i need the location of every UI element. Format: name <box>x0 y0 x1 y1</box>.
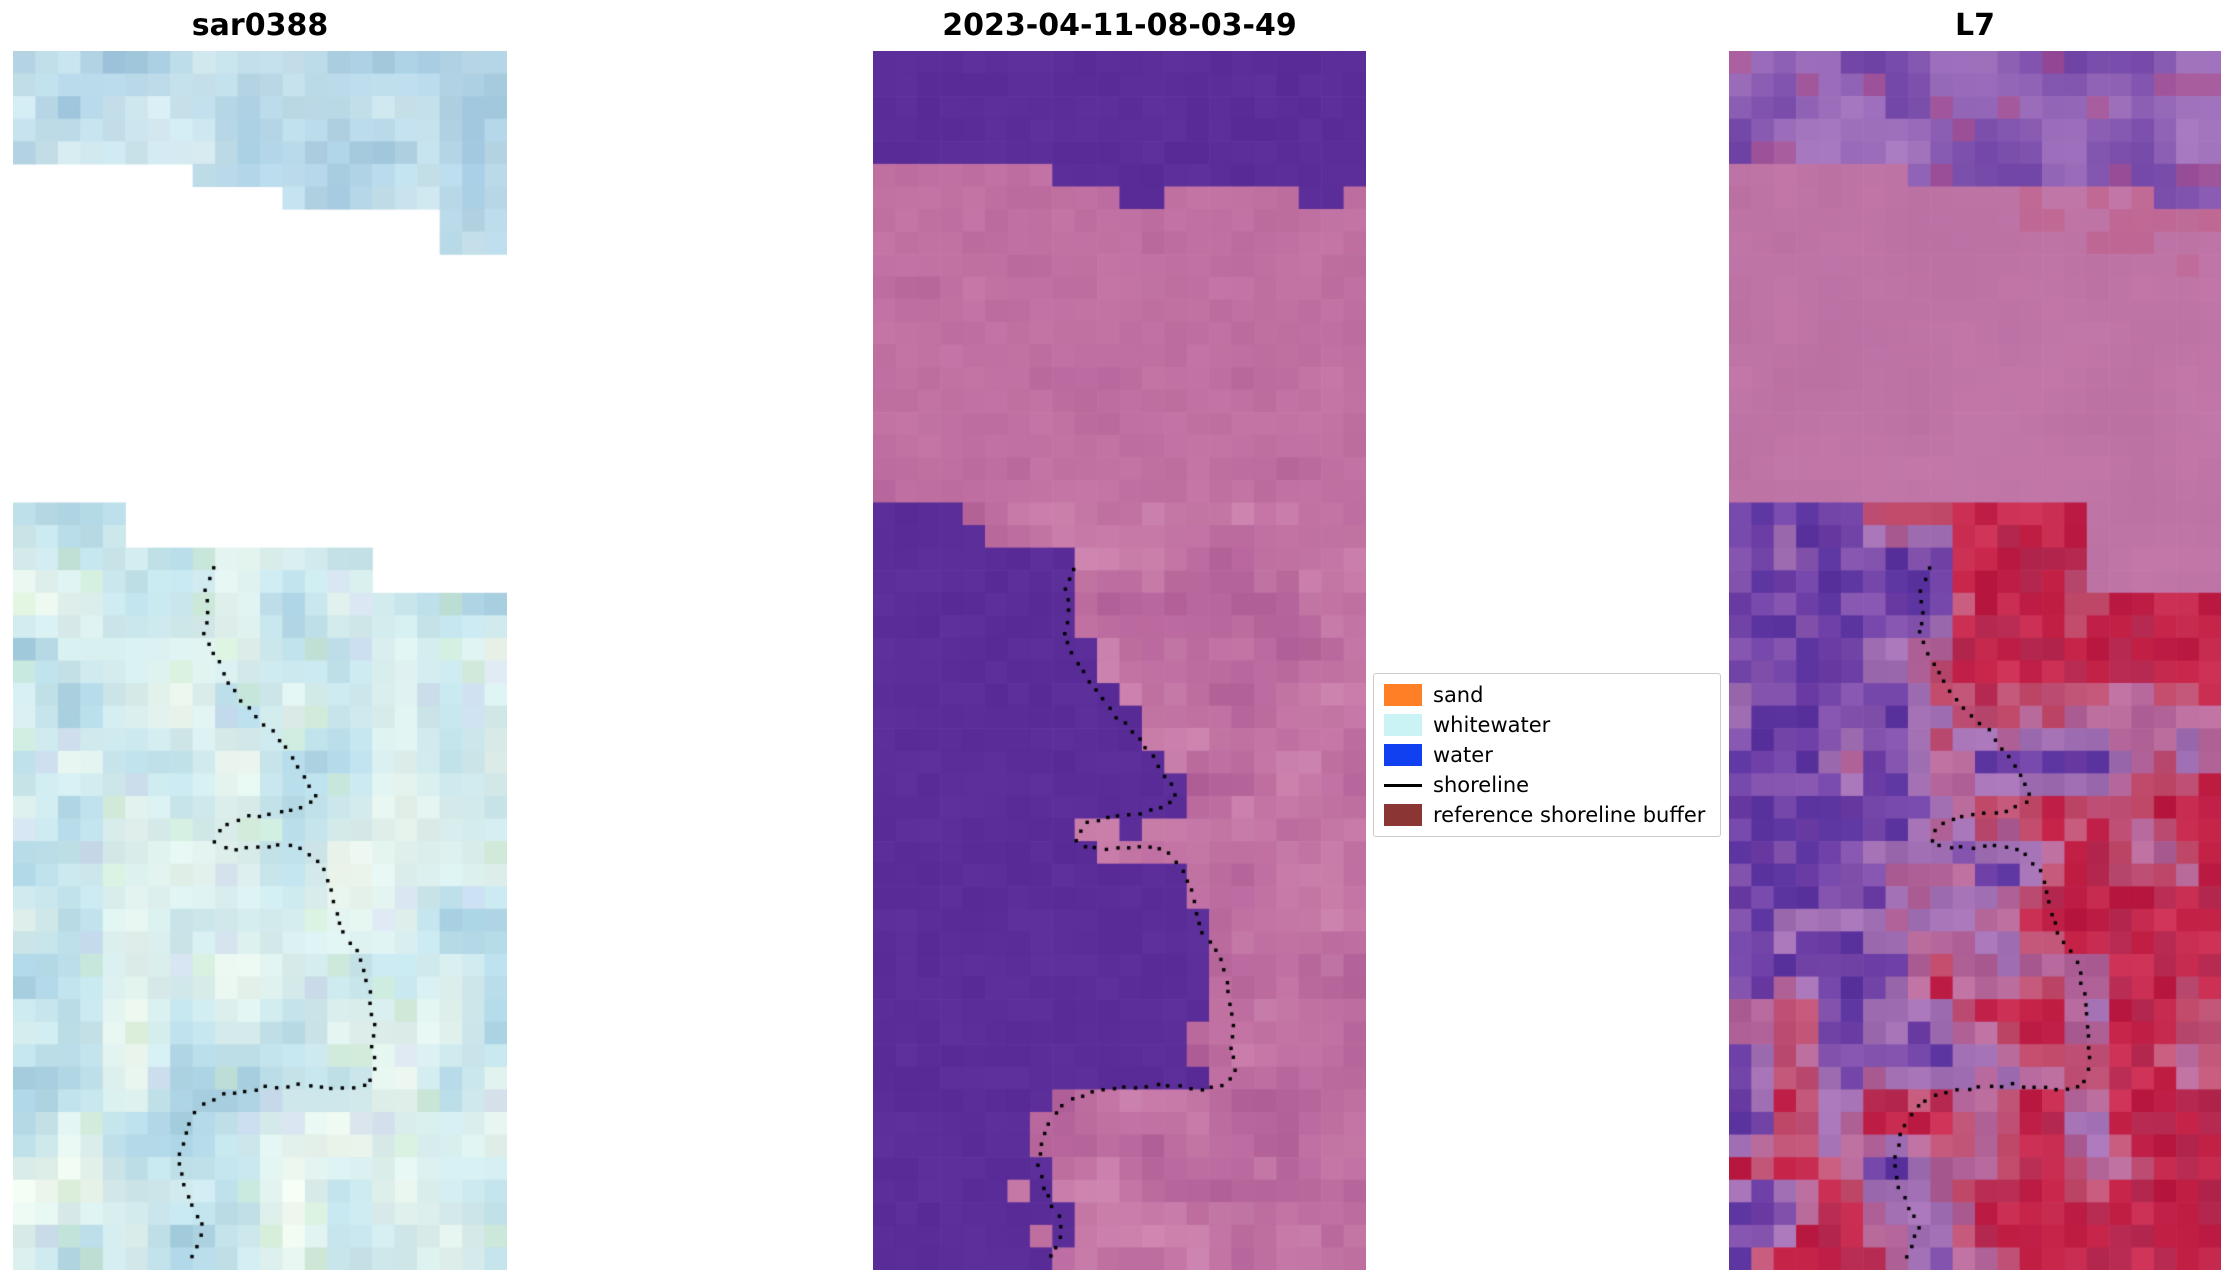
legend-swatch-sand <box>1384 684 1422 706</box>
legend-swatch-reference-shoreline-buffer <box>1384 804 1422 826</box>
legend-entry-whitewater: whitewater <box>1384 710 1710 740</box>
legend-entry-water: water <box>1384 740 1710 770</box>
panel-title-l7: L7 <box>1955 8 1995 43</box>
legend-entry-sand: sand <box>1384 680 1710 710</box>
legend-entry-reference-shoreline-buffer: reference shoreline buffer <box>1384 800 1710 830</box>
panel-sar0388: sar0388 <box>13 8 507 1270</box>
legend-label-reference-shoreline-buffer: reference shoreline buffer <box>1433 803 1706 827</box>
l7-image <box>1729 51 2221 1270</box>
legend-label-sand: sand <box>1433 683 1484 707</box>
legend-label-whitewater: whitewater <box>1433 713 1551 737</box>
legend-label-shoreline: shoreline <box>1433 773 1530 797</box>
panel-title-classification: 2023-04-11-08-03-49 <box>942 8 1297 43</box>
legend-swatch-whitewater <box>1384 714 1422 736</box>
legend-box: sand whitewater water shoreline referenc… <box>1373 673 1721 837</box>
classification-image <box>873 51 1366 1270</box>
sar-image <box>13 51 507 1270</box>
panel-title-sar0388: sar0388 <box>191 8 329 43</box>
legend-swatch-shoreline <box>1384 783 1422 787</box>
panel-classification: 2023-04-11-08-03-49 <box>873 8 1366 1270</box>
panel-l7: L7 <box>1729 8 2221 1270</box>
legend-entry-shoreline: shoreline <box>1384 770 1710 800</box>
legend-label-water: water <box>1433 743 1493 767</box>
legend-swatch-water <box>1384 744 1422 766</box>
